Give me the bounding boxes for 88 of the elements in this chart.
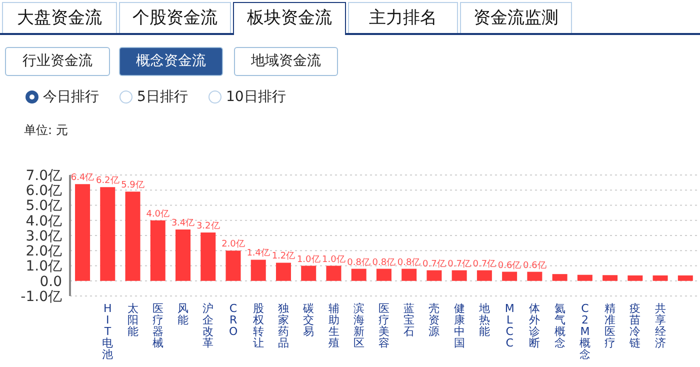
x-tick-label: 股权转让 xyxy=(252,302,264,350)
data-label: 4.0亿 xyxy=(146,208,170,220)
data-label: 1.0亿 xyxy=(296,254,320,265)
bar xyxy=(276,262,291,281)
x-tick-label: 医疗器械 xyxy=(152,302,164,350)
bar xyxy=(125,192,140,281)
y-tick-label: 4.0亿 xyxy=(26,213,62,230)
bar xyxy=(200,232,216,281)
data-label: 6.2亿 xyxy=(96,175,120,186)
text: 5日排行 xyxy=(137,88,188,106)
x-tick-label: 精准医疗 xyxy=(604,302,616,350)
data-label: 5.9亿 xyxy=(121,180,144,191)
bar xyxy=(476,270,492,281)
bar xyxy=(577,274,592,281)
x-tick-label: 体外诊断 xyxy=(529,302,540,350)
text: 概念资金流 xyxy=(119,47,223,76)
y-tick-label: 1.0亿 xyxy=(26,258,62,275)
bar xyxy=(376,268,392,281)
data-label: 2.0亿 xyxy=(222,238,245,250)
text: 今日排行 xyxy=(43,88,99,106)
bar xyxy=(402,268,417,281)
text: 个股资金流 xyxy=(119,2,231,33)
x-tick-label: 沪企改革 xyxy=(202,302,214,350)
x-tick-label: 太阳能 xyxy=(127,302,138,338)
x-tick-label: 蓝宝石 xyxy=(404,302,415,338)
data-label: 0.7亿 xyxy=(448,258,471,270)
data-label: 1.4亿 xyxy=(246,248,270,259)
x-tick-label: 独家药品 xyxy=(278,302,290,350)
data-label: 0.8亿 xyxy=(372,256,396,268)
data-label: 0.8亿 xyxy=(347,256,371,268)
y-tick-label: 0.0 xyxy=(40,274,62,290)
y-tick-label: 2.0亿 xyxy=(26,244,62,260)
bar xyxy=(301,266,316,281)
bar xyxy=(75,184,90,281)
data-label: 3.2亿 xyxy=(196,220,220,232)
y-tick-label: 3.0亿 xyxy=(26,228,62,244)
bar xyxy=(150,220,166,281)
x-tick-label: CRO xyxy=(228,302,238,338)
bar xyxy=(678,275,693,281)
x-tick-label: 疫苗冷链 xyxy=(628,302,641,350)
text: 地域资金流 xyxy=(234,47,338,76)
x-tick-label: 健康中国 xyxy=(454,302,465,350)
text: 板块资金流 xyxy=(233,2,346,35)
data-label: 0.6亿 xyxy=(498,260,522,271)
bar xyxy=(426,270,442,281)
bar xyxy=(628,275,643,281)
bar xyxy=(100,187,116,281)
bar xyxy=(452,270,467,281)
y-tick-label: -1.0亿 xyxy=(20,288,62,305)
bar xyxy=(652,275,668,281)
data-label: 6.4亿 xyxy=(70,172,94,184)
x-tick-label: 共享经济 xyxy=(654,302,666,350)
x-tick-label: 壳资源 xyxy=(428,302,440,338)
text: 10日排行 xyxy=(226,88,286,106)
bar xyxy=(326,266,342,281)
x-tick-label: 滨海新区 xyxy=(353,302,364,350)
x-tick-label: 氦气概念 xyxy=(554,302,566,350)
bar xyxy=(602,275,618,281)
bar xyxy=(176,229,191,281)
y-tick-label: 7.0亿 xyxy=(26,168,62,184)
text: 主力排名 xyxy=(348,2,458,33)
bar xyxy=(351,268,366,281)
text: 资金流监测 xyxy=(460,2,572,33)
y-tick-label: 6.0亿 xyxy=(26,183,62,200)
data-label: 1.2亿 xyxy=(272,250,296,262)
bar xyxy=(502,272,518,281)
x-tick-label: MLCC xyxy=(504,302,514,350)
data-label: 0.7亿 xyxy=(472,258,496,270)
bar xyxy=(527,272,542,281)
data-label: 0.8亿 xyxy=(397,256,421,268)
x-tick-label: 风能 xyxy=(178,302,189,326)
x-tick-label: 医疗美容 xyxy=(378,302,390,350)
x-tick-label: 地热能 xyxy=(478,302,490,338)
text: 大盘资金流 xyxy=(2,2,117,33)
data-label: 1.0亿 xyxy=(322,254,346,265)
bar xyxy=(250,260,266,281)
x-tick-label: 碳交易 xyxy=(302,302,314,338)
x-tick-label: C2M概念 xyxy=(579,302,590,361)
data-label: 0.7亿 xyxy=(422,258,446,270)
x-tick-label: HIT电池 xyxy=(102,302,114,361)
text: 行业资金流 xyxy=(5,47,110,76)
x-tick-label: 辅助生殖 xyxy=(328,302,340,350)
data-label: 0.6亿 xyxy=(523,260,546,271)
bar xyxy=(552,274,568,281)
text: 单位: 元 xyxy=(24,122,68,139)
bar xyxy=(226,250,241,281)
y-tick-label: 5.0亿 xyxy=(26,198,62,214)
data-label: 3.4亿 xyxy=(171,217,195,228)
